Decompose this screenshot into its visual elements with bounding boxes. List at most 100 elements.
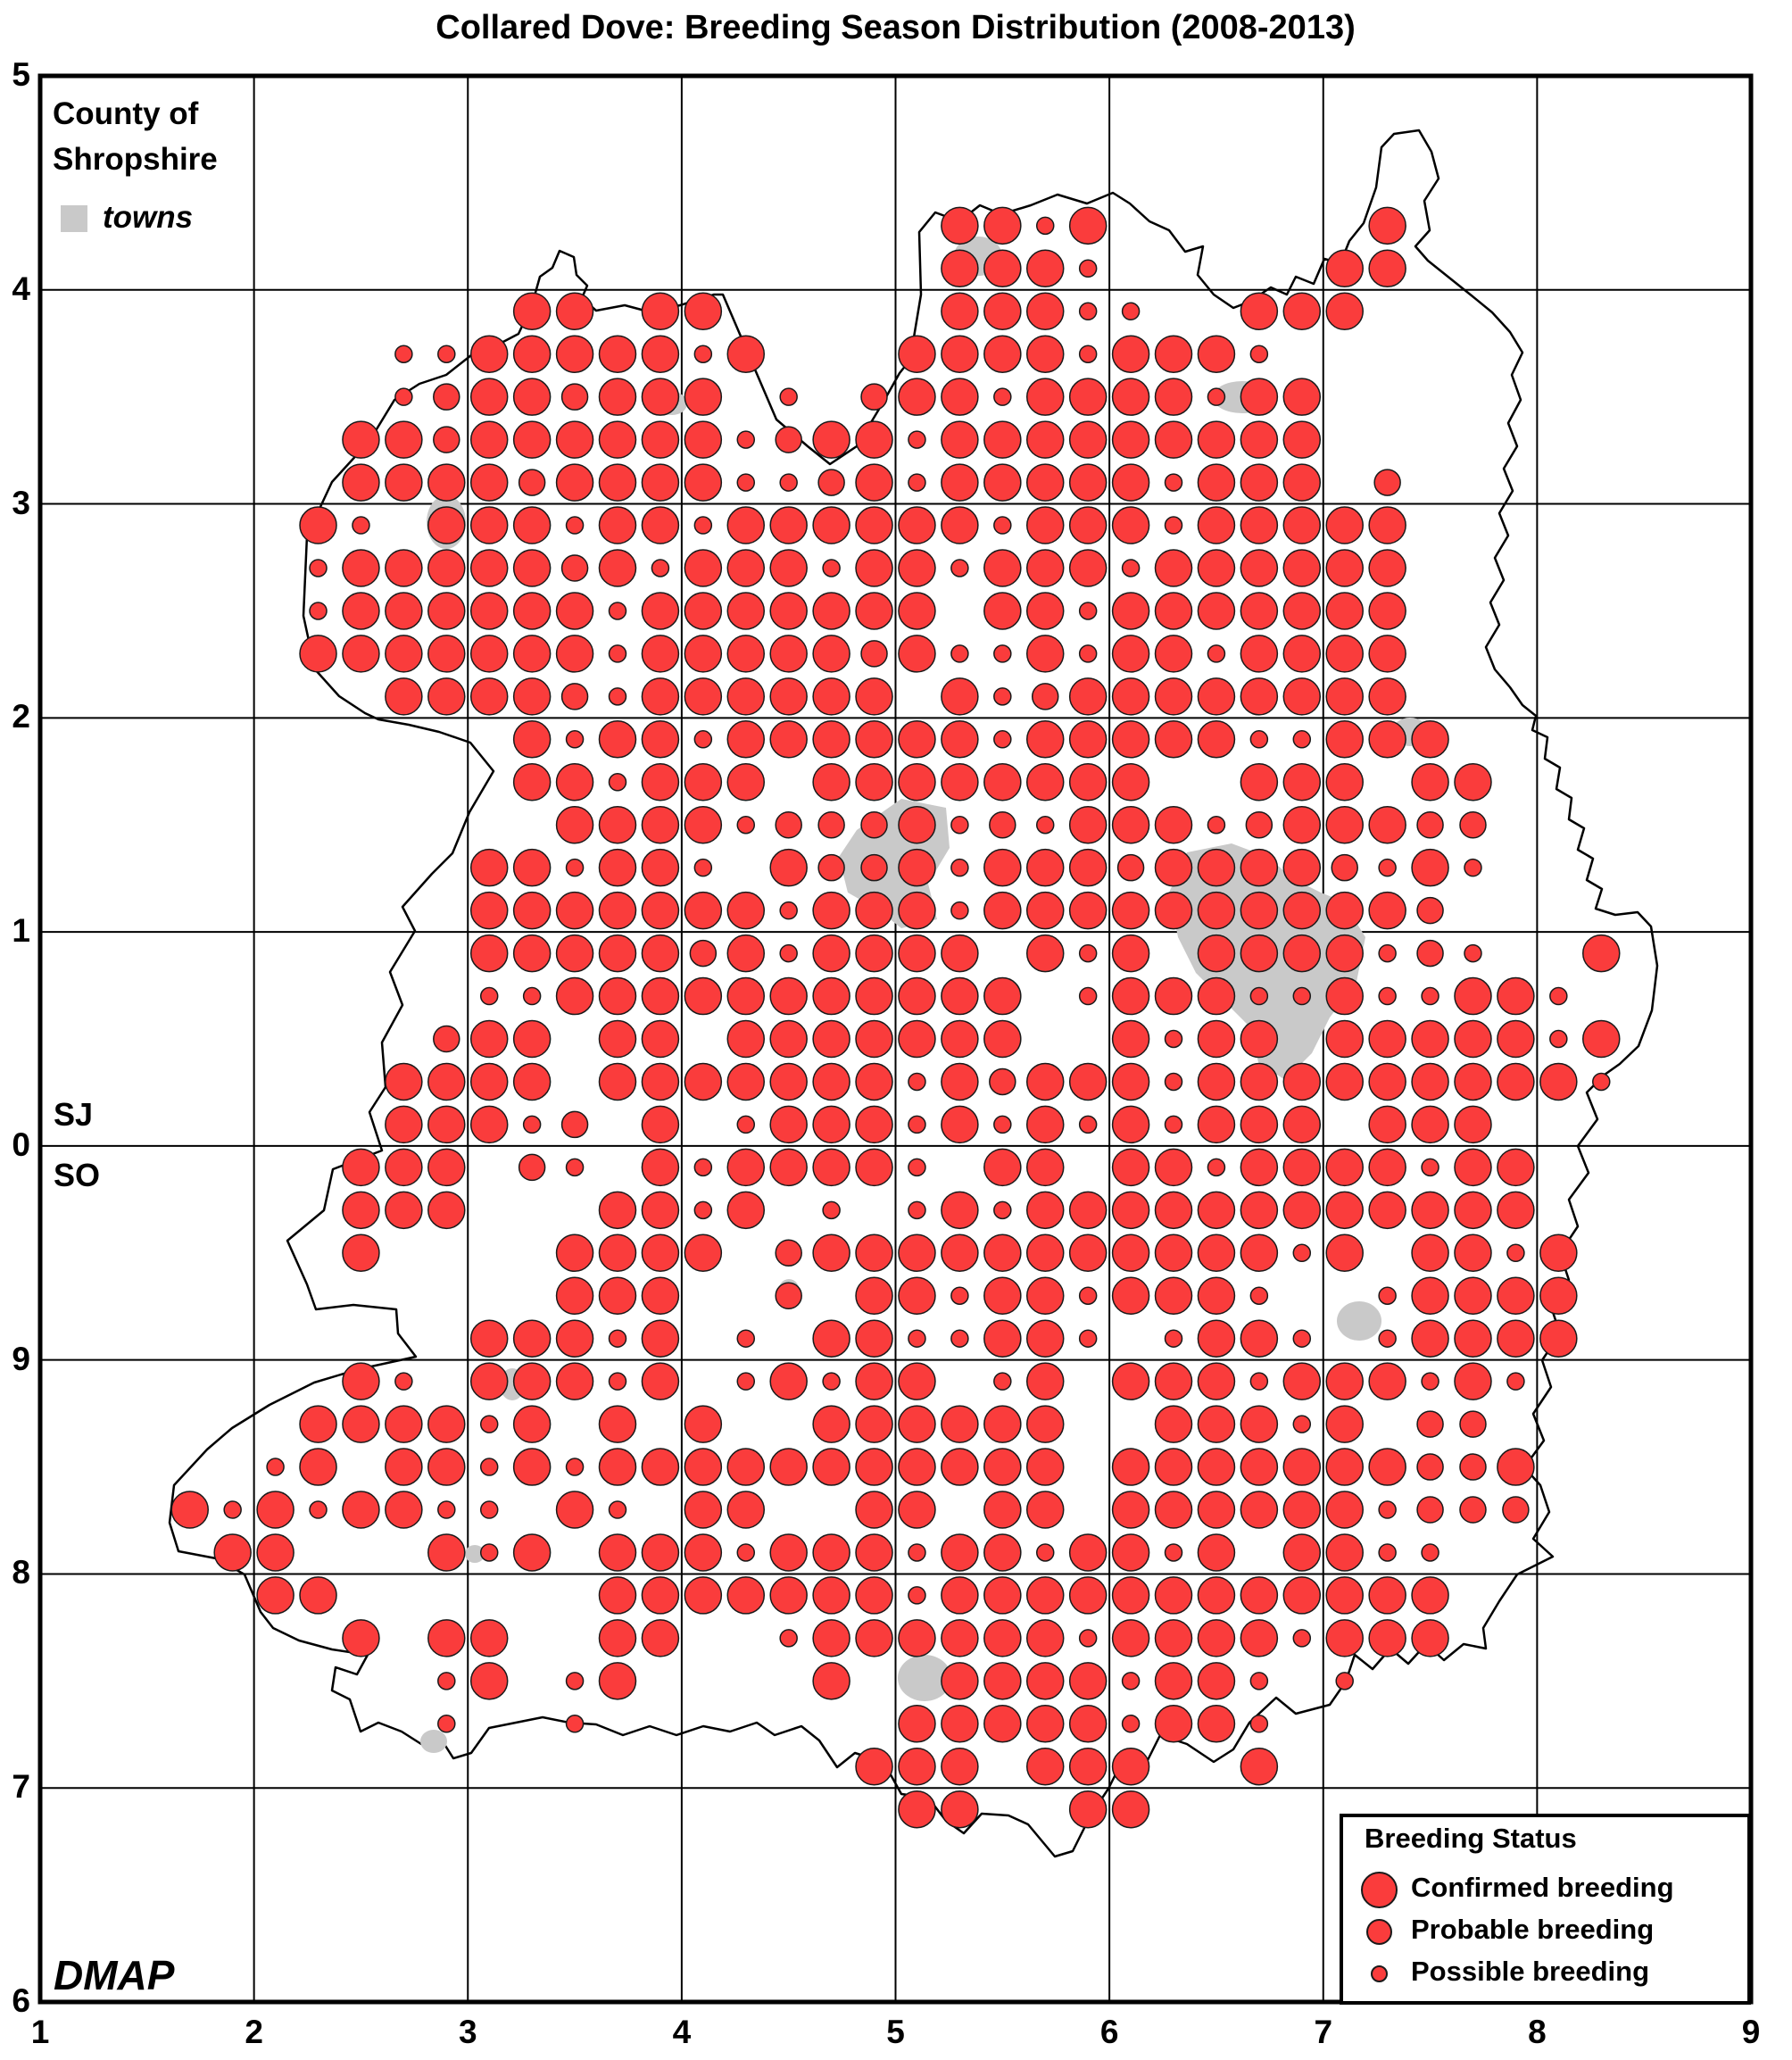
- breeding-dot-confirmed: [1154, 1576, 1193, 1615]
- breeding-dot-possible: [1421, 986, 1439, 1006]
- breeding-dot-confirmed: [1111, 805, 1150, 844]
- breeding-dot-confirmed: [1068, 1234, 1108, 1273]
- breeding-dot-possible: [1207, 644, 1226, 663]
- breeding-dot-confirmed: [898, 1362, 936, 1400]
- breeding-dot-confirmed: [898, 1747, 936, 1786]
- breeding-dot-possible: [908, 1158, 926, 1177]
- breeding-dot-confirmed: [1368, 1619, 1406, 1657]
- breeding-dot-confirmed: [1068, 378, 1108, 416]
- breeding-dot-possible: [1121, 1672, 1141, 1690]
- breeding-dot-confirmed: [427, 1105, 466, 1144]
- breeding-dot-confirmed: [256, 1491, 295, 1529]
- breeding-dot-confirmed: [684, 677, 723, 716]
- breeding-dot-confirmed: [1111, 506, 1150, 544]
- breeding-dot-confirmed: [983, 463, 1022, 502]
- breeding-dot-confirmed: [812, 592, 850, 630]
- breeding-dot-confirmed: [1325, 1533, 1364, 1572]
- breeding-dot-possible: [1249, 1672, 1269, 1690]
- breeding-dot-confirmed: [299, 506, 337, 544]
- breeding-dot-confirmed: [1111, 720, 1150, 759]
- breeding-dot-confirmed: [299, 1405, 337, 1443]
- breeding-dot-confirmed: [1197, 934, 1236, 973]
- breeding-dot-possible: [1292, 730, 1312, 749]
- breeding-dot-confirmed: [726, 592, 766, 630]
- breeding-dot-confirmed: [812, 1148, 850, 1187]
- breeding-dot-confirmed: [855, 1062, 893, 1101]
- breeding-dot-confirmed: [1068, 763, 1108, 802]
- breeding-dot-confirmed: [1539, 1234, 1578, 1273]
- breeding-dot-confirmed: [641, 934, 680, 973]
- breeding-dot-confirmed: [1325, 1576, 1364, 1615]
- breeding-dot-probable: [1416, 1496, 1444, 1524]
- breeding-dot-possible: [394, 345, 413, 363]
- breeding-dot-confirmed: [812, 1662, 850, 1700]
- breeding-dot-confirmed: [941, 1662, 979, 1700]
- breeding-dot-confirmed: [1240, 1405, 1279, 1443]
- y-axis-label: 9: [12, 1340, 30, 1377]
- breeding-dot-possible: [479, 1458, 499, 1476]
- breeding-dot-confirmed: [1325, 677, 1364, 716]
- breeding-dot-possible: [1249, 1715, 1269, 1733]
- breeding-dot-probable: [1459, 1496, 1487, 1524]
- breeding-dot-possible: [1378, 943, 1397, 963]
- breeding-dot-confirmed: [641, 420, 680, 459]
- breeding-dot-confirmed: [855, 1405, 893, 1443]
- town-area: [465, 1545, 485, 1563]
- breeding-dot-probable: [989, 810, 1016, 839]
- breeding-dot-confirmed: [684, 763, 723, 802]
- breeding-dot-confirmed: [983, 1491, 1022, 1529]
- breeding-dot-confirmed: [684, 378, 723, 416]
- breeding-dot-confirmed: [983, 976, 1022, 1016]
- breeding-dot-confirmed: [1497, 1448, 1535, 1486]
- breeding-dot-confirmed: [855, 720, 893, 759]
- breeding-dot-confirmed: [1240, 1448, 1279, 1486]
- breeding-dot-confirmed: [1154, 976, 1193, 1016]
- breeding-dot-confirmed: [812, 506, 850, 544]
- breeding-dot-probable: [518, 1153, 546, 1182]
- breeding-dot-confirmed: [1154, 720, 1193, 759]
- breeding-dot-confirmed: [684, 463, 723, 502]
- breeding-dot-confirmed: [855, 1448, 893, 1486]
- breeding-dot-confirmed: [1240, 506, 1279, 544]
- breeding-dot-confirmed: [1411, 1019, 1449, 1059]
- breeding-dot-confirmed: [1282, 635, 1322, 673]
- breeding-dot-confirmed: [726, 1491, 766, 1529]
- breeding-dot-confirmed: [469, 1362, 509, 1400]
- breeding-dot-possible: [1378, 1329, 1397, 1348]
- breeding-dot-probable: [860, 853, 888, 882]
- breeding-dot-possible: [1335, 1672, 1354, 1690]
- breeding-dot-confirmed: [213, 1533, 252, 1572]
- breeding-dot-confirmed: [983, 1533, 1022, 1572]
- breeding-dot-possible: [993, 644, 1012, 663]
- breeding-dot-confirmed: [1025, 934, 1065, 973]
- breeding-dot-confirmed: [1111, 934, 1150, 973]
- breeding-dot-confirmed: [555, 1362, 594, 1400]
- breeding-dot-confirmed: [684, 549, 723, 587]
- breeding-dot-confirmed: [1325, 506, 1364, 544]
- breeding-dot-confirmed: [941, 1191, 979, 1230]
- breeding-dot-confirmed: [256, 1576, 295, 1615]
- breeding-dot-confirmed: [641, 1148, 680, 1187]
- breeding-dot-confirmed: [983, 1019, 1022, 1059]
- breeding-dot-confirmed: [983, 1662, 1022, 1700]
- breeding-dot-confirmed: [941, 976, 979, 1016]
- breeding-dot-confirmed: [1197, 1319, 1236, 1358]
- breeding-dot-confirmed: [941, 420, 979, 459]
- breeding-dot-possible: [1506, 1243, 1525, 1263]
- breeding-dot-confirmed: [1368, 805, 1406, 844]
- breeding-dot-confirmed: [1111, 1533, 1150, 1572]
- legend-item-label: Probable breeding: [1411, 1914, 1655, 1945]
- breeding-dot-possible: [565, 1672, 585, 1690]
- breeding-dot-confirmed: [1111, 1062, 1150, 1101]
- breeding-dot-confirmed: [1111, 1234, 1150, 1273]
- breeding-dot-probable: [860, 810, 888, 839]
- breeding-dot-confirmed: [898, 1448, 936, 1486]
- breeding-dot-possible: [565, 1158, 585, 1177]
- grid-letter-sj: SJ: [54, 1096, 94, 1133]
- breeding-dot-confirmed: [342, 549, 380, 587]
- breeding-dot-possible: [1464, 858, 1482, 877]
- breeding-dot-confirmed: [1282, 1576, 1322, 1615]
- breeding-dot-possible: [1292, 1243, 1312, 1263]
- breeding-dot-probable: [1031, 683, 1059, 710]
- breeding-dot-confirmed: [1025, 763, 1065, 802]
